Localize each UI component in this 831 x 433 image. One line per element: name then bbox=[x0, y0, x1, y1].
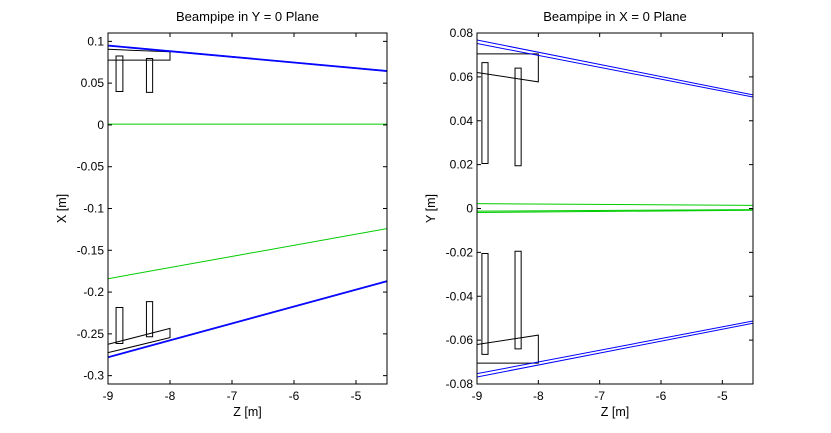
detector-outline bbox=[108, 48, 171, 61]
x-tick-label: -9 bbox=[472, 389, 483, 403]
beam-axis-line bbox=[477, 209, 753, 212]
beampipe-wall-line bbox=[477, 320, 753, 375]
y-tick-label: -0.05 bbox=[77, 160, 105, 174]
y-tick-label: 0.06 bbox=[450, 70, 474, 84]
y-tick-label: 0.04 bbox=[450, 114, 474, 128]
x-axis-label: Z [m] bbox=[233, 405, 261, 419]
beam-axis-line bbox=[477, 209, 753, 213]
chart-panel-2: -9 -8 -7 -6 -5 0.08 0.06 0.04 0.02 0 -0.02 -0.04 -0.… bbox=[424, 9, 754, 419]
detector-outline bbox=[115, 55, 124, 92]
x-tick-label: -7 bbox=[227, 389, 238, 403]
y-tick-label: -0.04 bbox=[446, 289, 474, 303]
chart-title: Beampipe in Y = 0 Plane bbox=[176, 9, 319, 24]
y-axis-label: X [m] bbox=[55, 194, 69, 223]
x-tick-label: -8 bbox=[165, 389, 176, 403]
detector-outline bbox=[477, 334, 539, 364]
detector-outline bbox=[145, 57, 154, 93]
beam-axis-line bbox=[108, 228, 387, 280]
detector-outline bbox=[477, 53, 539, 83]
y-tick-label: 0.05 bbox=[81, 76, 105, 90]
x-axis-label: Z [m] bbox=[601, 405, 629, 419]
y-tick-label: 0.1 bbox=[87, 34, 104, 48]
chart-panel-1: -9 -8 -7 -6 -5 0.1 0.05 0 -0.05 -0.1 -0.15 -0.2 -0.2… bbox=[55, 9, 388, 419]
beam-axis-line bbox=[477, 203, 753, 206]
x-tick-label: -6 bbox=[289, 389, 300, 403]
y-tick-label: -0.06 bbox=[446, 333, 474, 347]
y-tick-label: 0.08 bbox=[450, 26, 474, 40]
detector-outline bbox=[481, 252, 489, 355]
x-tick-label: -5 bbox=[351, 389, 362, 403]
y-tick-label: 0 bbox=[466, 202, 473, 216]
x-tick-label: -9 bbox=[103, 389, 114, 403]
detector-outline bbox=[108, 327, 171, 354]
y-tick-label: -0.2 bbox=[83, 285, 104, 299]
beampipe-wall-line bbox=[108, 44, 387, 72]
y-tick-label: -0.08 bbox=[446, 377, 474, 391]
y-tick-label: -0.15 bbox=[77, 243, 105, 257]
y-tick-label: 0 bbox=[97, 118, 104, 132]
y-tick-label: -0.02 bbox=[446, 245, 474, 259]
plot-area bbox=[108, 33, 387, 384]
y-tick-label: -0.25 bbox=[77, 327, 105, 341]
detector-outline bbox=[514, 67, 522, 167]
data-layer bbox=[477, 39, 753, 378]
y-axis-label: Y [m] bbox=[424, 194, 438, 223]
detector-outline bbox=[481, 62, 489, 165]
y-tick-label: 0.02 bbox=[450, 158, 474, 172]
beampipe-wall-line bbox=[477, 43, 753, 98]
beampipe-wall-line bbox=[108, 280, 387, 358]
detector-outline bbox=[514, 250, 522, 350]
detector-outline bbox=[115, 307, 124, 344]
x-tick-label: -6 bbox=[656, 389, 667, 403]
detector-outline bbox=[145, 301, 154, 338]
plot-area bbox=[477, 33, 753, 384]
beampipe-wall-line bbox=[108, 281, 387, 359]
x-tick-label: -7 bbox=[594, 389, 605, 403]
x-tick-label: -8 bbox=[533, 389, 544, 403]
y-tick-label: -0.3 bbox=[83, 369, 104, 383]
chart-title: Beampipe in X = 0 Plane bbox=[543, 9, 686, 24]
beampipe-wall-line bbox=[108, 45, 387, 72]
beampipe-wall-line bbox=[477, 322, 753, 378]
x-tick-label: -5 bbox=[717, 389, 728, 403]
beampipe-wall-line bbox=[477, 39, 753, 96]
data-layer bbox=[108, 44, 387, 359]
y-tick-label: -0.1 bbox=[83, 202, 104, 216]
